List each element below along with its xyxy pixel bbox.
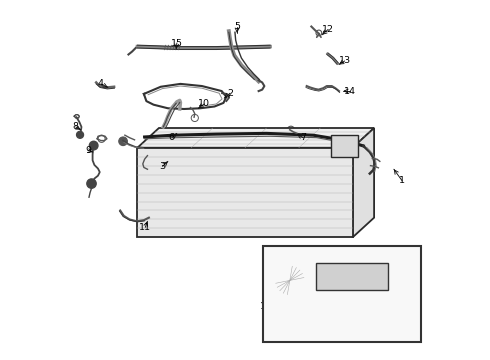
Circle shape	[315, 163, 319, 168]
FancyBboxPatch shape	[263, 246, 421, 342]
Circle shape	[119, 137, 127, 145]
Text: 1: 1	[399, 176, 405, 185]
Text: 16: 16	[260, 302, 272, 311]
Polygon shape	[137, 148, 353, 237]
Circle shape	[87, 179, 96, 188]
Circle shape	[355, 254, 363, 261]
Polygon shape	[353, 128, 374, 237]
Text: 14: 14	[343, 86, 356, 95]
Text: 2: 2	[227, 89, 233, 98]
Text: 5: 5	[234, 22, 240, 31]
Circle shape	[261, 145, 265, 150]
Circle shape	[315, 148, 319, 153]
Text: 7: 7	[300, 133, 306, 142]
Circle shape	[403, 269, 410, 276]
Circle shape	[189, 144, 194, 148]
Text: 9: 9	[85, 146, 91, 155]
Text: 4: 4	[98, 80, 104, 89]
Text: 10: 10	[198, 99, 210, 108]
Text: 3: 3	[159, 162, 166, 171]
Text: 8: 8	[73, 122, 79, 131]
Circle shape	[76, 131, 84, 138]
Polygon shape	[137, 128, 374, 148]
Text: 13: 13	[339, 57, 351, 66]
Text: 12: 12	[322, 25, 334, 34]
Circle shape	[272, 263, 307, 298]
Polygon shape	[316, 263, 388, 290]
Text: 11: 11	[139, 223, 151, 232]
Circle shape	[261, 161, 265, 165]
Text: 15: 15	[171, 39, 183, 48]
Polygon shape	[331, 135, 358, 157]
Circle shape	[89, 141, 98, 150]
Text: 6: 6	[169, 133, 175, 142]
